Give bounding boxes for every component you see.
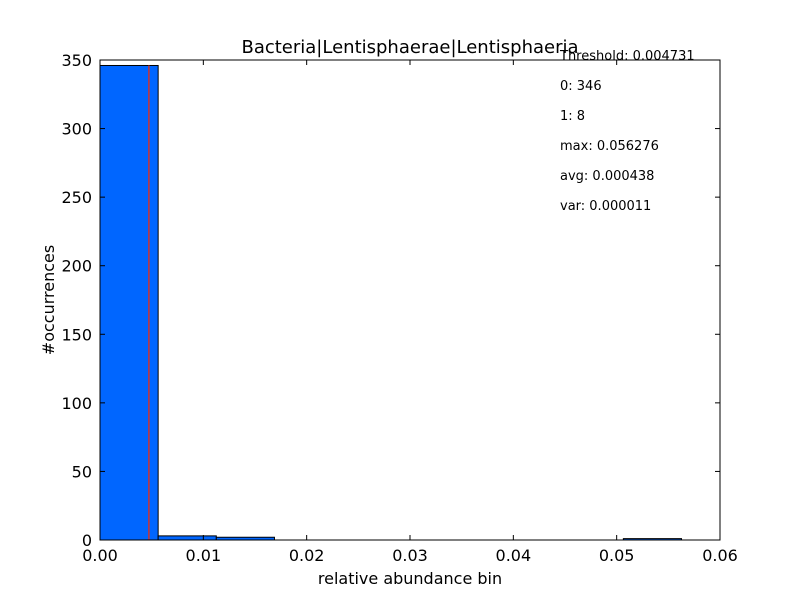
chart-title: Bacteria|Lentisphaerae|Lentisphaeria bbox=[241, 37, 578, 58]
y-ticks-group: 0 50 100 150 200 250 300 350 bbox=[61, 51, 720, 550]
y-tick-label: 200 bbox=[61, 257, 92, 276]
x-tick-label: 0.06 bbox=[702, 546, 738, 565]
y-tick-label: 50 bbox=[72, 462, 92, 481]
stat-annotation: max: 0.056276 bbox=[560, 139, 659, 154]
stat-annotation: avg: 0.000438 bbox=[560, 169, 654, 184]
y-tick-label: 100 bbox=[61, 394, 92, 413]
y-tick-label: 250 bbox=[61, 188, 92, 207]
x-tick-label: 0.00 bbox=[82, 546, 118, 565]
y-tick-label: 0 bbox=[82, 531, 92, 550]
plot-frame bbox=[99, 59, 721, 541]
stat-annotation: var: 0.000011 bbox=[560, 199, 651, 214]
x-tick-label: 0.01 bbox=[186, 546, 222, 565]
y-axis-label: #occurrences bbox=[39, 245, 58, 355]
stats-group: Threshold: 0.004731 0: 346 1: 8 max: 0.0562… bbox=[559, 49, 695, 214]
x-tick-label: 0.02 bbox=[289, 546, 325, 565]
x-tick-label: 0.03 bbox=[392, 546, 428, 565]
x-ticks-group: 0.00 0.01 0.02 0.03 0.04 0.05 0.06 bbox=[82, 60, 738, 565]
x-tick-label: 0.04 bbox=[496, 546, 532, 565]
bars-group bbox=[99, 64, 683, 541]
y-tick-label: 150 bbox=[61, 325, 92, 344]
y-tick-label: 350 bbox=[61, 51, 92, 70]
stat-annotation: 0: 346 bbox=[560, 79, 602, 94]
y-tick-label: 300 bbox=[61, 120, 92, 139]
stat-annotation: 1: 8 bbox=[560, 109, 585, 124]
x-axis-label: relative abundance bin bbox=[318, 569, 502, 588]
stat-annotation: Threshold: 0.004731 bbox=[559, 49, 695, 64]
histogram-bar bbox=[157, 535, 217, 541]
x-tick-label: 0.05 bbox=[599, 546, 635, 565]
